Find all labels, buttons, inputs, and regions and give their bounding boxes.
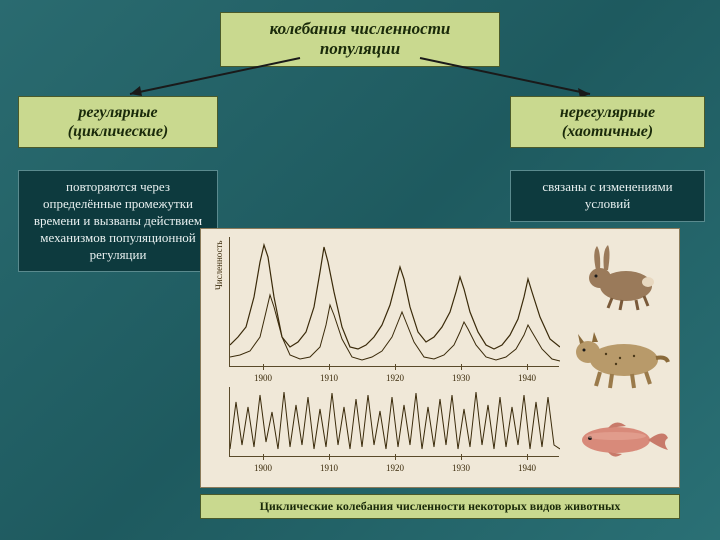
animals-column — [566, 240, 674, 480]
left-desc-text: повторяются через определённые промежутк… — [34, 179, 202, 262]
tick-label: 1940 — [518, 463, 536, 473]
left-label-2: (циклические) — [68, 123, 169, 140]
chart-upper: 19001910192019301940 — [229, 237, 559, 367]
tick — [461, 454, 462, 460]
lower-chart-svg — [230, 387, 560, 457]
chart-lower: 19001910192019301940 — [229, 387, 559, 457]
left-description: повторяются через определённые промежутк… — [18, 170, 218, 272]
upper-chart-svg — [230, 237, 560, 367]
tick — [263, 364, 264, 370]
tick — [527, 364, 528, 370]
tick-label: 1920 — [386, 463, 404, 473]
lynx-icon — [566, 322, 676, 394]
caption-text: Циклические колебания численности некото… — [260, 499, 621, 513]
tick-label: 1910 — [320, 373, 338, 383]
tick-label: 1930 — [452, 463, 470, 473]
left-label-1: регулярные — [78, 104, 157, 121]
right-desc-text: связаны с изменениями условий — [542, 179, 672, 211]
tick — [395, 454, 396, 460]
tick — [527, 454, 528, 460]
right-description: связаны с изменениями условий — [510, 170, 705, 222]
tick-label: 1940 — [518, 373, 536, 383]
tick — [329, 364, 330, 370]
y-axis-label: Численность — [214, 240, 224, 290]
tick-label: 1900 — [254, 463, 272, 473]
title-text: колебания численности популяции — [270, 19, 451, 58]
right-label-1: нерегулярные — [560, 104, 655, 121]
tick-label: 1920 — [386, 373, 404, 383]
tick-label: 1900 — [254, 373, 272, 383]
chart-inner: 19001910192019301940 1900191019201930194… — [229, 237, 559, 479]
tick-label: 1930 — [452, 373, 470, 383]
fish-icon — [572, 412, 672, 464]
hare-icon — [578, 240, 666, 312]
title-box: колебания численности популяции — [220, 12, 500, 67]
tick — [329, 454, 330, 460]
tick — [395, 364, 396, 370]
chart-caption: Циклические колебания численности некото… — [200, 494, 680, 519]
tick — [461, 364, 462, 370]
right-label-2: (хаотичные) — [562, 123, 653, 140]
left-category-box: регулярные (циклические) — [18, 96, 218, 148]
right-category-box: нерегулярные (хаотичные) — [510, 96, 705, 148]
tick — [263, 454, 264, 460]
tick-label: 1910 — [320, 463, 338, 473]
